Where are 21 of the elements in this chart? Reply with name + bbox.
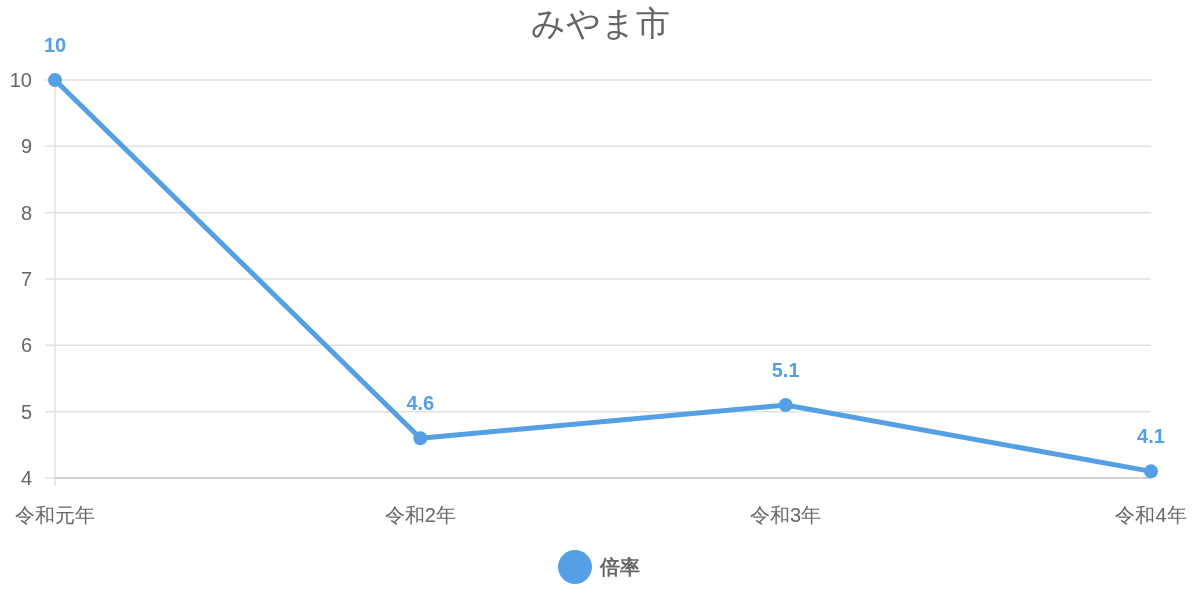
data-label: 4.1 <box>1137 425 1165 448</box>
y-tick-label: 5 <box>20 400 32 423</box>
point <box>778 398 793 413</box>
x-tick-label: 令和3年 <box>750 504 822 526</box>
x-tick-label: 令和4年 <box>1115 504 1187 526</box>
y-tick-label: 7 <box>20 268 32 290</box>
chart-title: みやま市 <box>530 4 670 42</box>
y-tick-label: 6 <box>20 334 32 357</box>
point <box>413 431 428 446</box>
point <box>1144 464 1158 479</box>
point <box>48 73 62 87</box>
y-tick-label: 9 <box>20 135 32 158</box>
y-tick-label: 8 <box>20 201 32 224</box>
data-label: 10 <box>43 34 67 56</box>
x-tick-label: 令和2年 <box>384 504 456 526</box>
y-tick-label: 10 <box>9 69 32 91</box>
data-label: 4.6 <box>406 392 435 415</box>
data-label: 5.1 <box>771 359 800 382</box>
y-tick-label: 4 <box>20 467 32 489</box>
x-tick-label: 令和元年 <box>15 504 95 526</box>
legend-label: 倍率 <box>599 556 640 578</box>
